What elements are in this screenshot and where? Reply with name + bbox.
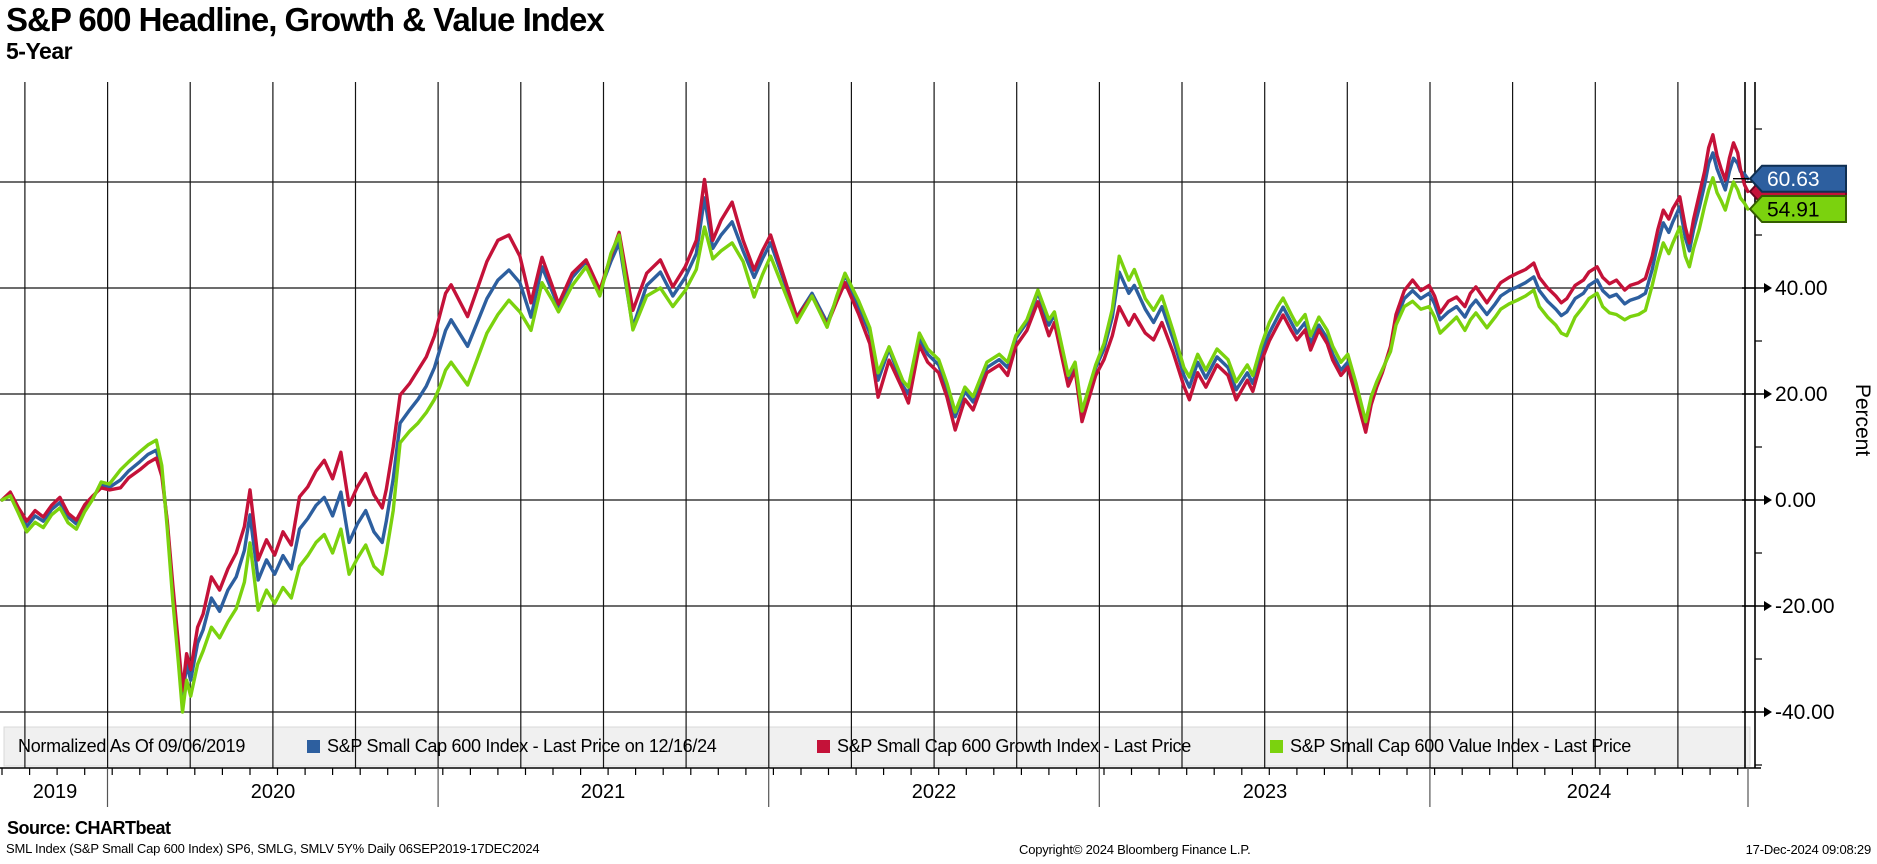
vertical-gridlines	[24, 82, 1679, 768]
horizontal-gridlines	[0, 181, 1755, 713]
x-tick-label: 2020	[251, 781, 296, 803]
x-tick-label: 2024	[1567, 781, 1612, 803]
sp600-last-price-tag: 60.63	[1748, 164, 1847, 193]
legend-item-value-index: S&P Small Cap 600 Value Index - Last Pri…	[1270, 727, 1631, 766]
y-tick-label: -40.00	[1775, 701, 1835, 724]
y-axis-minor-ticks	[1755, 128, 1762, 766]
x-year-labels: 2019 2020 2021 2022 2023 2024	[33, 781, 1612, 803]
x-tick-label: 2022	[912, 781, 957, 803]
legend-item-normalized-note: Normalized As Of 09/06/2019	[18, 727, 245, 766]
sp600-index-swatch-icon	[307, 740, 320, 753]
sp600-index-line	[0, 151, 1750, 701]
x-tick-label: 2023	[1243, 781, 1288, 803]
axis-frame	[0, 82, 1761, 769]
footer-timestamp: 17-Dec-2024 09:08:29	[1745, 842, 1872, 857]
growth-index-line	[0, 133, 1750, 693]
y-tick-label: 40.00	[1775, 277, 1828, 300]
value-index-line	[0, 176, 1750, 714]
legend-item-growth-index: S&P Small Cap 600 Growth Index - Last Pr…	[817, 727, 1191, 766]
x-month-ticks	[1, 768, 1739, 775]
legend-value-index-label: S&P Small Cap 600 Value Index - Last Pri…	[1290, 736, 1631, 756]
last-price-value: 60.63	[1767, 168, 1820, 191]
growth-index-swatch-icon	[817, 740, 830, 753]
legend-normalized-label: Normalized As Of 09/06/2019	[18, 736, 246, 756]
value-last-price-tag: 54.91	[1748, 195, 1847, 223]
chart-header: S&P 600 Headline, Growth & Value Index 5…	[6, 1, 605, 65]
x-tick-label: 2021	[581, 781, 626, 803]
y-axis-title: Percent	[1851, 384, 1874, 457]
y-tick-label: 0.00	[1775, 489, 1816, 512]
x-year-dividers	[106, 768, 1749, 807]
legend-sp600-index-label: S&P Small Cap 600 Index - Last Price on …	[327, 736, 717, 756]
legend-band-bg	[3, 726, 1751, 767]
chart-subtitle: 5-Year	[6, 38, 73, 64]
legend-item-sp600-index: S&P Small Cap 600 Index - Last Price on …	[307, 727, 717, 766]
x-tick-label: 2019	[33, 781, 78, 803]
page-title: S&P 600 Headline, Growth & Value Index	[6, 1, 605, 38]
y-tick-label: 20.00	[1775, 383, 1828, 406]
chart-legend: Normalized As Of 09/06/2019 S&P Small Ca…	[4, 727, 1751, 766]
footer-detail: SML Index (S&P Small Cap 600 Index) SP6,…	[6, 841, 540, 856]
legend-growth-index-label: S&P Small Cap 600 Growth Index - Last Pr…	[837, 736, 1191, 756]
last-price-value: 54.91	[1767, 199, 1820, 222]
footer-copyright: Copyright© 2024 Bloomberg Finance L.P.	[1019, 842, 1251, 857]
y-tick-label: -20.00	[1775, 595, 1835, 618]
source-label: Source: CHARTbeat	[7, 818, 171, 838]
value-index-swatch-icon	[1270, 740, 1283, 753]
